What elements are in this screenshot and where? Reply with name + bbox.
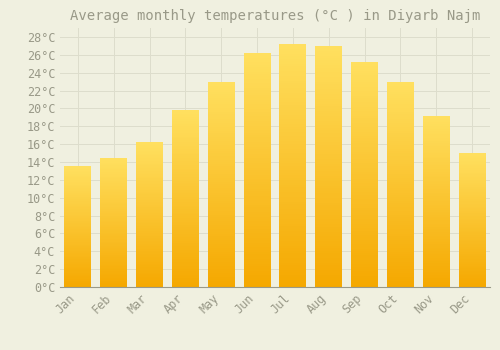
Title: Average monthly temperatures (°C ) in Diyarb Najm: Average monthly temperatures (°C ) in Di… xyxy=(70,9,480,23)
